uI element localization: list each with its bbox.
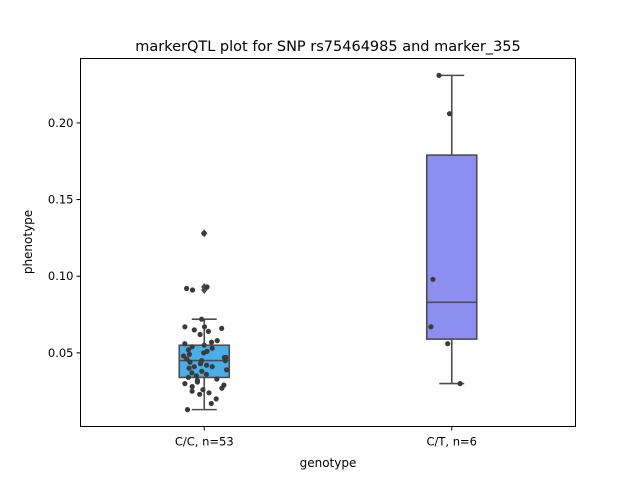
y-tick-label: 0.15 bbox=[48, 193, 74, 207]
y-axis-label: phenotype bbox=[21, 210, 35, 274]
data-point bbox=[184, 285, 190, 292]
data-point bbox=[184, 356, 190, 362]
x-tick-label: C/C, n=53 bbox=[175, 435, 234, 449]
data-point bbox=[199, 368, 205, 374]
y-tick-label: 0.10 bbox=[48, 269, 74, 283]
data-point bbox=[222, 358, 228, 364]
data-point bbox=[213, 396, 219, 402]
x-axis-label: genotype bbox=[300, 456, 357, 470]
data-point bbox=[209, 345, 215, 351]
data-point bbox=[197, 331, 203, 338]
data-point bbox=[201, 230, 207, 236]
data-point bbox=[203, 371, 209, 377]
data-point bbox=[204, 362, 210, 368]
data-point bbox=[197, 361, 204, 367]
data-point bbox=[199, 316, 205, 322]
data-point bbox=[209, 364, 215, 370]
data-point bbox=[189, 287, 196, 293]
data-point bbox=[189, 384, 195, 390]
data-point bbox=[194, 379, 200, 385]
data-point bbox=[185, 374, 191, 380]
data-point bbox=[187, 359, 193, 365]
data-point bbox=[182, 324, 188, 330]
y-tick-label: 0.05 bbox=[48, 346, 74, 360]
data-point bbox=[205, 328, 211, 334]
data-point bbox=[428, 324, 434, 330]
data-point bbox=[436, 72, 442, 78]
outlier-marker bbox=[201, 286, 208, 295]
data-point bbox=[457, 381, 463, 387]
x-tick-label: C/T, n=6 bbox=[427, 435, 477, 449]
data-point bbox=[185, 347, 192, 353]
data-point bbox=[182, 381, 188, 387]
strip-group bbox=[181, 230, 230, 413]
data-point bbox=[224, 367, 230, 373]
data-point bbox=[208, 339, 215, 345]
data-point bbox=[445, 341, 451, 347]
data-point bbox=[430, 276, 436, 282]
data-point bbox=[201, 324, 208, 330]
data-point bbox=[206, 390, 212, 396]
data-point bbox=[200, 387, 206, 393]
data-point bbox=[193, 373, 199, 379]
data-point bbox=[204, 284, 210, 290]
data-point bbox=[186, 365, 192, 371]
data-point bbox=[219, 325, 225, 331]
data-point bbox=[446, 111, 453, 117]
data-point bbox=[189, 344, 195, 350]
data-point bbox=[186, 351, 192, 357]
box-group bbox=[425, 74, 478, 385]
data-point bbox=[219, 385, 225, 391]
x-axis: C/C, n=53 C/T, n=6 bbox=[175, 426, 477, 449]
data-point bbox=[182, 341, 188, 347]
strip-group bbox=[428, 72, 463, 387]
data-point bbox=[197, 391, 203, 397]
chart-title: markerQTL plot for SNP rs75464985 and ma… bbox=[135, 39, 521, 55]
y-tick-label: 0.20 bbox=[48, 116, 74, 130]
plot-frame bbox=[80, 58, 576, 427]
data-point bbox=[191, 327, 197, 333]
data-point bbox=[189, 370, 195, 376]
data-point bbox=[214, 338, 220, 344]
plot-content bbox=[178, 72, 478, 413]
data-point bbox=[214, 376, 220, 382]
data-point bbox=[191, 364, 197, 370]
data-point bbox=[208, 400, 214, 407]
data-point bbox=[201, 342, 207, 348]
y-axis: 0.05 0.10 0.15 0.20 bbox=[48, 116, 81, 360]
box-iqr bbox=[425, 154, 478, 340]
data-point bbox=[201, 350, 207, 356]
data-point bbox=[189, 388, 195, 394]
data-point bbox=[184, 407, 191, 413]
